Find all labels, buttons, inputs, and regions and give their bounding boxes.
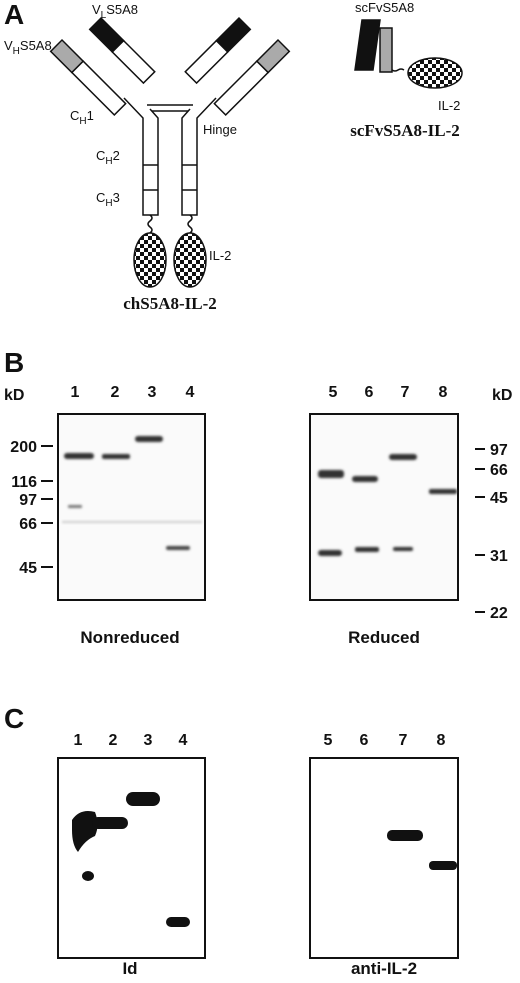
marker-label: 200 — [10, 439, 37, 456]
lane-number: 5 — [329, 384, 338, 401]
ch3-label: CH3 — [96, 190, 120, 209]
lane-number: 8 — [437, 732, 446, 749]
blot-caption: Id — [122, 959, 137, 978]
gel-caption: Reduced — [348, 628, 420, 647]
panel-label: A — [4, 0, 24, 30]
hinge-label: Hinge — [203, 122, 237, 137]
marker-label: 22 — [490, 605, 508, 622]
ch2-label: CH2 — [96, 148, 120, 167]
lane-number: 8 — [439, 384, 448, 401]
scfv-diagram — [354, 19, 463, 89]
lane-number: 2 — [109, 732, 118, 749]
ch1-rest: 1 — [87, 108, 94, 123]
unit-label: kD — [492, 387, 512, 404]
gel — [309, 413, 459, 601]
scfv-caption: scFvS5A8-IL-2 — [350, 121, 460, 140]
ch2-sub: H — [105, 156, 112, 167]
lane-number: 6 — [365, 384, 374, 401]
lane-number: 3 — [148, 384, 157, 401]
blot — [309, 757, 459, 959]
unit-label: kD — [4, 387, 24, 404]
lane-number: 7 — [401, 384, 410, 401]
antibody-caption: chS5A8-IL-2 — [123, 294, 217, 313]
marker-label: 45 — [490, 490, 508, 507]
marker-label: 66 — [19, 516, 37, 533]
ch2-main: C — [96, 148, 105, 163]
ch2-rest: 2 — [113, 148, 120, 163]
ch3-rest: 3 — [113, 190, 120, 205]
vh-main: V — [4, 38, 13, 53]
scfv-il2-label: IL-2 — [438, 98, 460, 113]
lane-number: 2 — [111, 384, 120, 401]
gel — [57, 413, 206, 601]
blot-bands — [72, 792, 457, 927]
vh-label: VHS5A8 — [4, 38, 52, 57]
scfv-domain-label: scFvS5A8 — [355, 0, 414, 15]
ch1-main: C — [70, 108, 79, 123]
marker-label: 116 — [11, 474, 37, 491]
ch3-sub: H — [105, 198, 112, 209]
vl-rest: S5A8 — [106, 2, 138, 17]
vh-sub: H — [13, 46, 20, 57]
vl-label: VLS5A8 — [92, 2, 138, 21]
marker-label: 45 — [19, 560, 37, 577]
panel-label: B — [4, 347, 24, 378]
marker-label: 66 — [490, 462, 508, 479]
gel-bands — [62, 436, 457, 556]
panel-label: C — [4, 703, 24, 734]
il2-label: IL-2 — [209, 248, 231, 263]
lane-number: 6 — [360, 732, 369, 749]
lane-number: 4 — [179, 732, 188, 749]
lane-number: 1 — [74, 732, 83, 749]
antibody-diagram — [49, 16, 291, 288]
marker-label: 97 — [490, 442, 508, 459]
ch1-sub: H — [79, 116, 86, 127]
lane-number: 7 — [399, 732, 408, 749]
lane-number: 5 — [324, 732, 333, 749]
marker-label: 97 — [19, 492, 37, 509]
vl-main: V — [92, 2, 101, 17]
blot — [57, 757, 206, 959]
vl-sub: L — [101, 10, 107, 21]
lane-number: 4 — [186, 384, 195, 401]
marker-label: 31 — [490, 548, 508, 565]
gel-caption: Nonreduced — [80, 628, 179, 647]
blot-caption: anti-IL-2 — [351, 959, 417, 978]
vh-rest: S5A8 — [20, 38, 52, 53]
lane-number: 1 — [71, 384, 80, 401]
lane-number: 3 — [144, 732, 153, 749]
ch1-label: CH1 — [70, 108, 94, 127]
ch3-main: C — [96, 190, 105, 205]
